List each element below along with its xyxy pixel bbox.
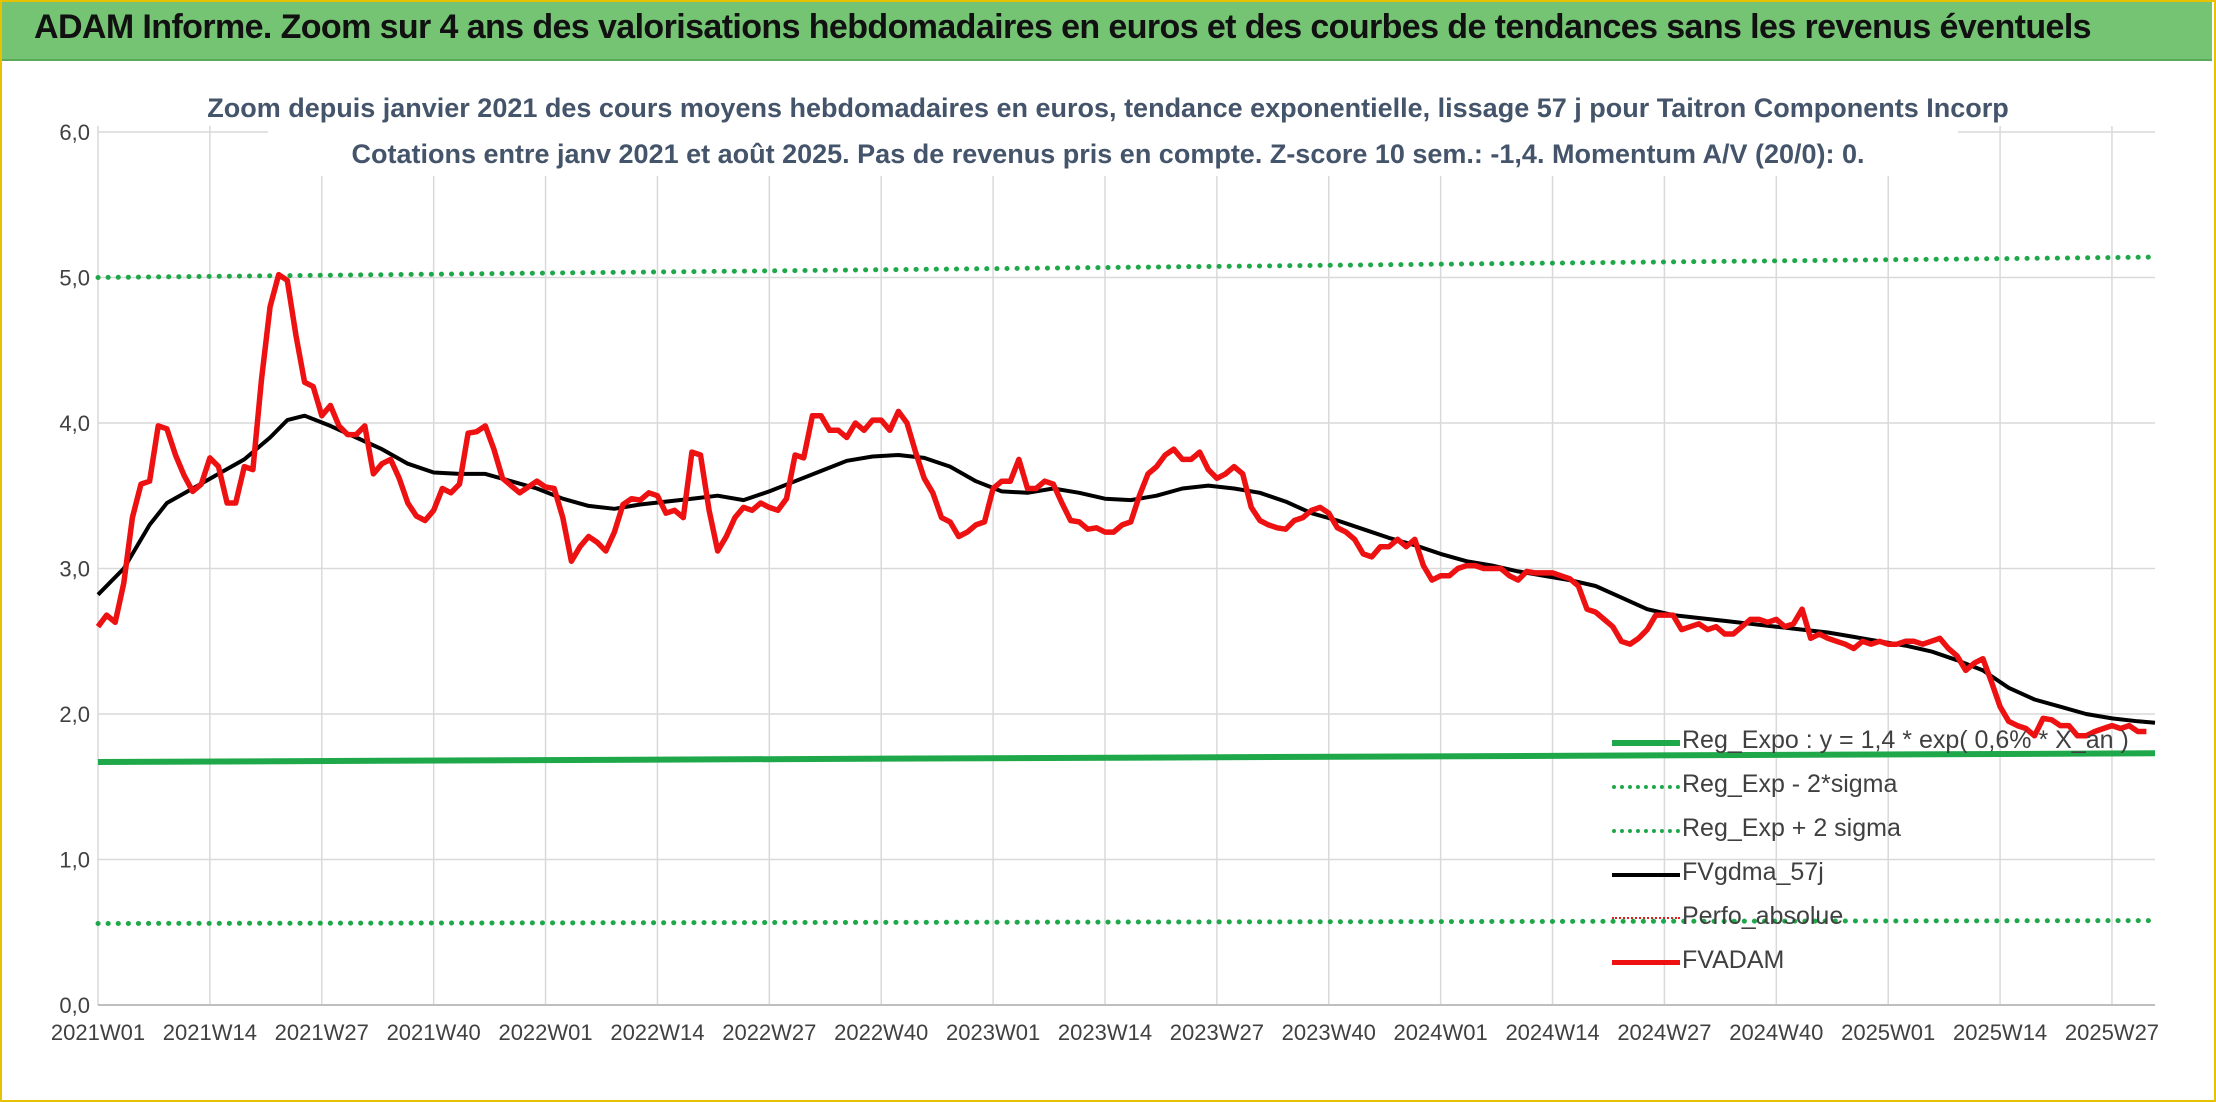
x-tick-label: 2023W27: [1170, 1020, 1264, 1045]
legend-label: FVgdma_57j: [1682, 858, 1824, 886]
legend-item: FVgdma_57j: [1604, 854, 2164, 898]
legend-swatch: [1612, 740, 1680, 746]
series-fvadam: [95, 271, 2147, 739]
x-tick-label: 2022W14: [610, 1020, 704, 1045]
x-tick-label: 2022W01: [498, 1020, 592, 1045]
y-tick-label: 2,0: [59, 702, 90, 727]
legend-label: Reg_Expo : y = 1,4 * exp( 0,6% * X_an ): [1682, 726, 2129, 754]
x-tick-label: 2023W14: [1058, 1020, 1152, 1045]
y-tick-label: 1,0: [59, 848, 90, 873]
legend-swatch: [1612, 873, 1680, 877]
legend-item: Reg_Exp - 2*sigma: [1604, 766, 2164, 810]
chart-subtitle: Cotations entre janv 2021 et août 2025. …: [351, 139, 1864, 169]
y-tick-label: 3,0: [59, 557, 90, 582]
x-tick-label: 2023W01: [946, 1020, 1040, 1045]
x-tick-label: 2024W40: [1729, 1020, 1823, 1045]
x-axis-ticks: 2021W01 2021W14 2021W27 2021W40 2022W01 2022W…: [51, 1020, 2159, 1045]
chart-title: Zoom depuis janvier 2021 des cours moyen…: [207, 93, 2008, 123]
x-tick-label: 2021W27: [275, 1020, 369, 1045]
x-tick-label: 2021W01: [51, 1020, 145, 1045]
x-tick-label: 2025W14: [1953, 1020, 2047, 1045]
series-lines: [95, 254, 2158, 926]
x-tick-label: 2024W01: [1394, 1020, 1488, 1045]
legend-item: Reg_Exp + 2 sigma: [1604, 810, 2164, 854]
series-reg-exp-minus-2sigma: [95, 918, 2158, 926]
legend-swatch: [1612, 917, 1680, 919]
x-tick-label: 2021W14: [163, 1020, 257, 1045]
legend-swatch: [1612, 960, 1680, 966]
legend-swatch: [1612, 785, 1680, 789]
x-tick-label: 2025W01: [1841, 1020, 1935, 1045]
y-tick-label: 4,0: [59, 411, 90, 436]
x-tick-label: 2024W14: [1505, 1020, 1599, 1045]
x-tick-label: 2022W40: [834, 1020, 928, 1045]
legend-item: Reg_Expo : y = 1,4 * exp( 0,6% * X_an ): [1604, 722, 2164, 766]
legend-label: Reg_Exp + 2 sigma: [1682, 814, 1901, 842]
legend-label: Reg_Exp - 2*sigma: [1682, 770, 1898, 798]
series-fvgdma-57j: [96, 413, 2156, 725]
series-reg-exp-plus-2sigma: [95, 254, 2158, 280]
legend-swatch: [1612, 829, 1680, 833]
header-bar: ADAM Informe. Zoom sur 4 ans des valoris…: [2, 2, 2212, 61]
x-tick-label: 2025W27: [2065, 1020, 2159, 1045]
y-tick-label: 0,0: [59, 993, 90, 1018]
legend-label: FVADAM: [1682, 946, 1785, 974]
x-tick-label: 2023W40: [1282, 1020, 1376, 1045]
legend: Reg_Expo : y = 1,4 * exp( 0,6% * X_an ) R…: [1604, 722, 2164, 986]
x-tick-label: 2022W27: [722, 1020, 816, 1045]
chart-title-background: [268, 84, 1958, 176]
legend-item: Perfo_absolue: [1604, 898, 2164, 942]
x-tick-label: 2024W27: [1617, 1020, 1711, 1045]
series-reg-expo: [97, 750, 2156, 765]
y-tick-label: 5,0: [59, 266, 90, 291]
x-tick-label: 2021W40: [387, 1020, 481, 1045]
legend-label: Perfo_absolue: [1682, 902, 1844, 930]
page-title: ADAM Informe. Zoom sur 4 ans des valoris…: [34, 8, 2092, 46]
y-axis-ticks: 0,0 1,0 2,0 3,0 4,0 5,0 6,0: [59, 120, 90, 1018]
y-tick-label: 6,0: [59, 120, 90, 145]
legend-item: FVADAM: [1604, 942, 2164, 986]
